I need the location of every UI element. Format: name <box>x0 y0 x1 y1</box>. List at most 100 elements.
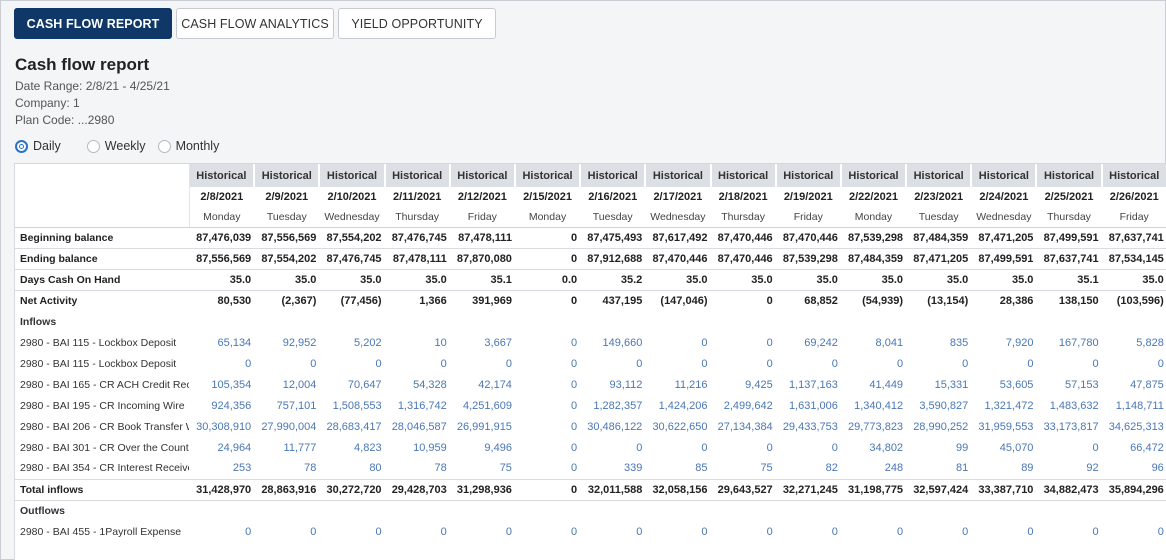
table-cell[interactable]: 4,823 <box>354 441 382 454</box>
row-label[interactable]: 2980 - BAI 301 - CR Over the Counter <box>20 441 189 454</box>
table-cell[interactable]: 28,990,252 <box>913 420 969 433</box>
table-cell[interactable]: 92 <box>1036 458 1102 480</box>
table-cell[interactable]: 9,496 <box>484 441 512 454</box>
table-cell[interactable]: 0 <box>1027 357 1034 370</box>
table-cell[interactable]: 0 <box>375 357 382 370</box>
table-cell[interactable]: 0 <box>636 357 643 370</box>
table-cell[interactable]: 0 <box>505 525 512 538</box>
row-label[interactable]: 2980 - BAI 165 - CR ACH Credit Received <box>20 378 189 391</box>
column-date-header[interactable]: 2/17/2021 <box>645 187 711 207</box>
table-cell[interactable]: 0 <box>962 357 969 370</box>
table-cell[interactable]: 26,991,915 <box>456 420 512 433</box>
table-cell[interactable]: 0 <box>440 357 447 370</box>
table-cell[interactable]: 70,647 <box>347 378 382 391</box>
table-cell[interactable]: 0 <box>766 336 773 349</box>
table-cell[interactable]: 66,472 <box>1130 441 1164 454</box>
table-cell[interactable]: 0 <box>505 357 512 370</box>
table-cell[interactable]: 0 <box>766 441 773 454</box>
row-label[interactable]: 2980 - BAI 455 - 1Payroll Expense <box>20 525 182 538</box>
table-cell[interactable]: 33,173,817 <box>1043 420 1099 433</box>
table-cell[interactable]: 0 <box>766 525 773 538</box>
table-cell[interactable]: 29,433,753 <box>782 420 838 433</box>
table-cell[interactable]: 0 <box>831 357 838 370</box>
table-cell[interactable]: 10,959 <box>413 441 447 454</box>
column-date-header[interactable]: 2/10/2021 <box>319 187 385 207</box>
table-cell[interactable]: 12,004 <box>282 378 317 391</box>
table-cell[interactable]: 29,773,823 <box>848 420 904 433</box>
radio-daily[interactable]: Daily <box>15 139 61 153</box>
column-date-header[interactable]: 2/18/2021 <box>710 187 776 207</box>
table-cell[interactable]: 0 <box>701 441 708 454</box>
table-cell[interactable]: 0 <box>896 525 904 538</box>
table-cell[interactable]: 248 <box>840 458 907 480</box>
table-cell[interactable]: 89 <box>971 458 1037 480</box>
table-cell[interactable]: 28,683,417 <box>326 420 382 433</box>
row-label[interactable]: 2980 - BAI 206 - CR Book Transfer Wire <box>20 420 189 433</box>
table-cell[interactable]: 1,483,632 <box>1049 399 1099 412</box>
table-cell[interactable]: 85 <box>645 458 711 480</box>
table-cell[interactable]: 28,046,587 <box>391 420 447 433</box>
table-cell[interactable]: 53,605 <box>999 378 1034 391</box>
table-cell[interactable]: 0 <box>571 378 578 391</box>
table-cell[interactable]: 24,964 <box>217 441 252 454</box>
table-cell[interactable]: 167,780 <box>1058 336 1099 349</box>
table-cell[interactable]: 47,875 <box>1130 378 1164 391</box>
table-cell[interactable]: 0 <box>1092 357 1099 370</box>
table-cell[interactable]: 82 <box>775 458 841 480</box>
table-cell[interactable]: 65,134 <box>217 336 252 349</box>
column-date-header[interactable]: 2/26/2021 <box>1101 187 1166 207</box>
column-date-header[interactable]: 2/11/2021 <box>384 187 450 207</box>
table-cell[interactable]: 81 <box>906 458 972 480</box>
table-cell[interactable]: 105,354 <box>211 378 252 391</box>
column-date-header[interactable]: 2/9/2021 <box>254 187 320 207</box>
table-cell[interactable]: 0 <box>245 357 252 370</box>
column-date-header[interactable]: 2/19/2021 <box>775 187 841 207</box>
table-cell[interactable]: 0 <box>1027 525 1034 538</box>
table-cell[interactable]: 42,174 <box>478 378 512 391</box>
table-cell[interactable]: 69,242 <box>804 336 838 349</box>
tab-cash-flow-report[interactable]: CASH FLOW REPORT <box>14 8 172 39</box>
table-cell[interactable]: 0 <box>1157 525 1164 538</box>
column-date-header[interactable]: 2/23/2021 <box>906 187 972 207</box>
table-cell[interactable]: 8,041 <box>875 336 904 349</box>
column-date-header[interactable]: 2/12/2021 <box>449 187 515 207</box>
table-cell[interactable]: 0 <box>440 525 447 538</box>
table-cell[interactable]: 92,952 <box>282 336 317 349</box>
column-date-header[interactable]: 2/8/2021 <box>189 187 255 207</box>
table-cell[interactable]: 1,321,472 <box>984 399 1034 412</box>
table-cell[interactable]: 0 <box>896 357 904 370</box>
table-cell[interactable]: 3,667 <box>484 336 512 349</box>
tab-cash-flow-analytics[interactable]: CASH FLOW ANALYTICS <box>176 8 334 39</box>
table-cell[interactable]: 57,153 <box>1064 378 1099 391</box>
table-cell[interactable]: 27,990,004 <box>261 420 317 433</box>
row-label[interactable]: 2980 - BAI 195 - CR Incoming Wire <box>20 399 185 412</box>
table-cell[interactable]: 1,340,412 <box>854 399 904 412</box>
table-cell[interactable]: 11,216 <box>674 378 708 391</box>
table-cell[interactable]: 0 <box>1092 525 1099 538</box>
table-cell[interactable]: 1,508,553 <box>332 399 382 412</box>
table-cell[interactable]: 54,328 <box>413 378 447 391</box>
table-cell[interactable]: 11,777 <box>283 441 317 454</box>
table-cell[interactable]: 7,920 <box>1005 336 1034 349</box>
table-cell[interactable]: 1,148,711 <box>1115 399 1164 412</box>
table-cell[interactable]: 30,308,910 <box>196 420 252 433</box>
table-cell[interactable]: 0 <box>514 458 581 480</box>
table-cell[interactable]: 0 <box>636 441 643 454</box>
table-cell[interactable]: 34,802 <box>869 441 904 454</box>
table-cell[interactable]: 1,282,357 <box>593 399 643 412</box>
table-cell[interactable]: 78 <box>384 458 450 480</box>
column-date-header[interactable]: 2/25/2021 <box>1036 187 1102 207</box>
table-cell[interactable]: 75 <box>710 458 776 480</box>
table-cell[interactable]: 93,112 <box>609 378 643 391</box>
table-cell[interactable]: 0 <box>701 336 708 349</box>
table-cell[interactable]: 0 <box>571 441 578 454</box>
row-label[interactable]: 2980 - BAI 354 - CR Interest Received <box>15 458 189 480</box>
table-cell[interactable]: 0 <box>701 357 708 370</box>
radio-weekly[interactable]: Weekly <box>86 139 146 153</box>
table-cell[interactable]: 924,356 <box>211 399 252 412</box>
table-cell[interactable]: 1,316,742 <box>397 399 447 412</box>
table-cell[interactable]: 2,499,642 <box>723 399 773 412</box>
table-cell[interactable]: 0 <box>571 399 578 412</box>
table-cell[interactable]: 45,070 <box>999 441 1034 454</box>
column-date-header[interactable]: 2/24/2021 <box>971 187 1037 207</box>
